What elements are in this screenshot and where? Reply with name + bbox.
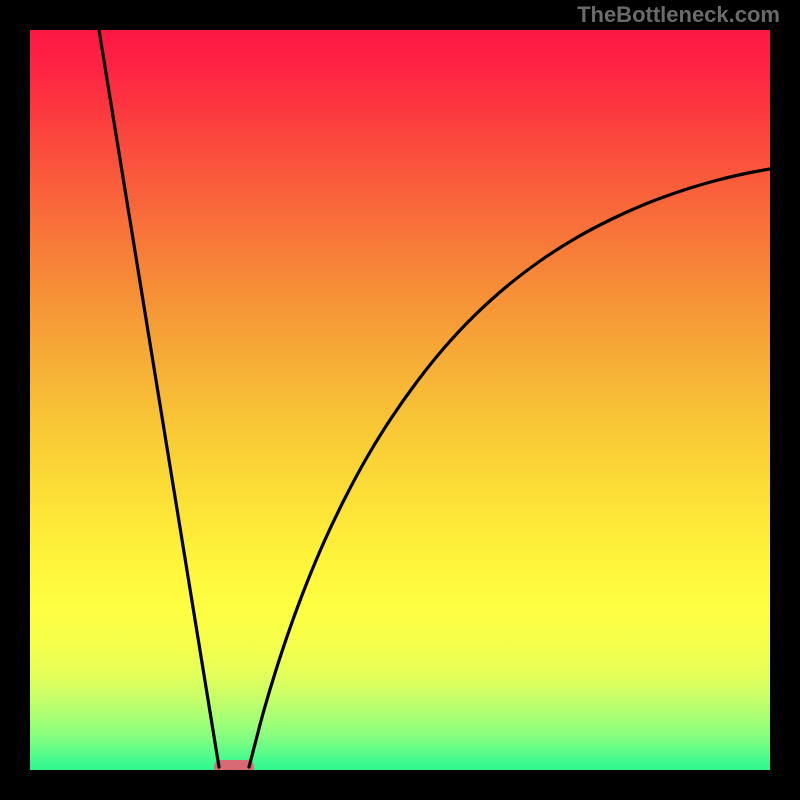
plot-svg: [30, 30, 770, 770]
gradient-background: [30, 30, 770, 770]
figure-container: TheBottleneck.com: [0, 0, 800, 800]
plot-area: [30, 30, 770, 770]
watermark-text: TheBottleneck.com: [577, 2, 780, 28]
